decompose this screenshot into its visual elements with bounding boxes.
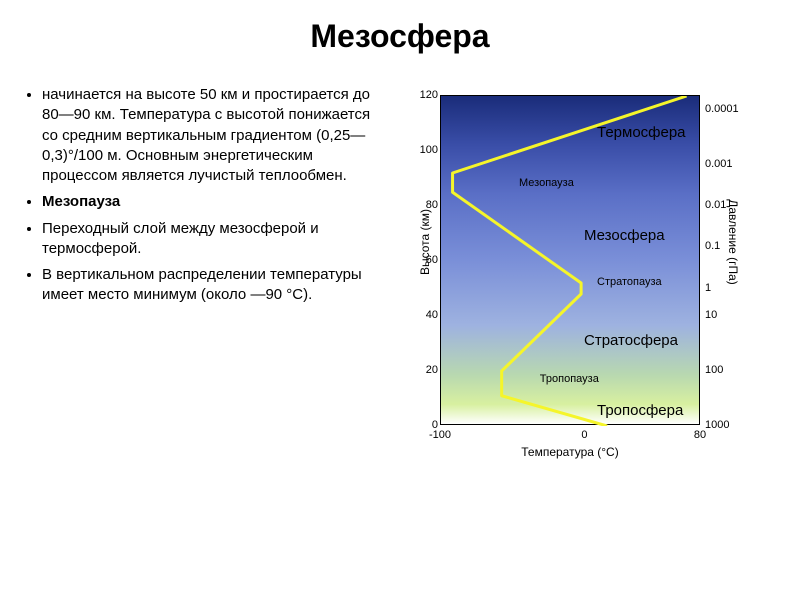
pressure-tick: 0.01 (705, 199, 726, 211)
x-tick: -100 (429, 429, 451, 441)
pressure-tick: 1000 (705, 419, 729, 431)
pressure-tick: 0.0001 (705, 103, 739, 115)
bullet-item: Мезопауза (42, 192, 380, 212)
pressure-tick: 10 (705, 309, 717, 321)
pressure-tick: 0.001 (705, 158, 733, 170)
plot-area: Тропосфера Тропопауза Стратосфера Стратопау… (440, 95, 700, 425)
layer-label: Мезосфера (584, 227, 665, 244)
bullet-item: начинается на высоте 50 км и простираетс… (42, 85, 380, 186)
x-axis-label: Температура (°С) (440, 445, 700, 459)
y-axis-right-label: Давление (гПа) (726, 199, 740, 285)
bullet-list: начинается на высоте 50 км и простираетс… (20, 85, 380, 306)
layer-label: Стратопауза (597, 276, 662, 288)
pressure-tick: 100 (705, 364, 723, 376)
x-tick: 0 (581, 429, 587, 441)
layer-label: Тропопауза (540, 373, 599, 385)
layer-label: Стратосфера (584, 332, 678, 349)
y-tick: 80 (410, 199, 438, 211)
text-column: начинается на высоте 50 км и простираетс… (20, 85, 380, 505)
y-tick: 60 (410, 254, 438, 266)
content-row: начинается на высоте 50 км и простираетс… (0, 85, 800, 505)
y-tick: 20 (410, 364, 438, 376)
y-tick: 40 (410, 309, 438, 321)
layer-label: Термосфера (597, 124, 686, 141)
pressure-tick: 1 (705, 282, 711, 294)
bullet-item: Переходный слой между мезосферой и термо… (42, 219, 380, 260)
layer-label: Мезопауза (519, 177, 574, 189)
y-tick: 100 (410, 144, 438, 156)
slide-title: Мезосфера (0, 0, 800, 55)
layer-label: Тропосфера (597, 402, 683, 419)
atmosphere-chart: Высота (км) ТропосфераТропопаузаСтратосф… (380, 85, 780, 505)
y-tick: 120 (410, 89, 438, 101)
bullet-item: В вертикальном распределении температуры… (42, 265, 380, 306)
pressure-tick: 0.1 (705, 240, 720, 252)
